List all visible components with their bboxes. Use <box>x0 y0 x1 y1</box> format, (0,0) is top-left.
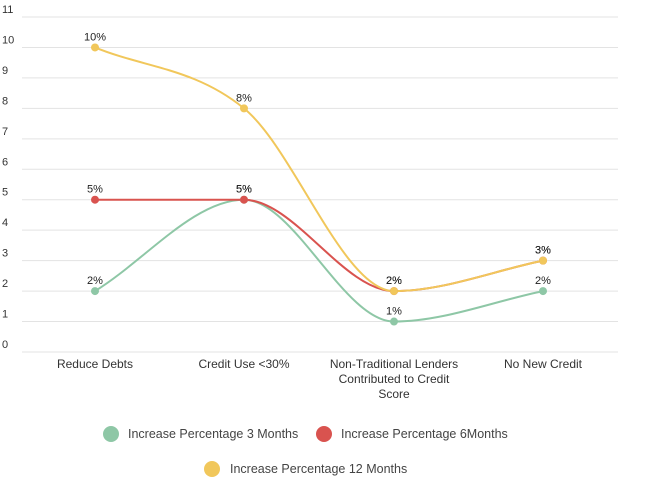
x-tick-line: No New Credit <box>504 357 583 371</box>
data-label: 2% <box>535 275 551 287</box>
data-label: 2% <box>87 275 103 287</box>
x-tick-line: Non-Traditional Lenders <box>330 357 458 371</box>
legend: Increase Percentage 3 Months Increase Per… <box>103 426 508 477</box>
x-tick-line: Contributed to Credit <box>339 372 450 386</box>
data-point <box>91 43 99 52</box>
series-lines <box>94 46 544 323</box>
data-point <box>390 287 398 296</box>
legend-label: Increase Percentage 12 Months <box>230 462 407 476</box>
data-point <box>390 317 398 326</box>
series-line-0 <box>94 198 544 323</box>
legend-marker <box>204 461 220 477</box>
y-tick-label: 1 <box>2 309 8 321</box>
x-axis-ticks: Reduce Debts Credit Use <30% Non-Tradition… <box>57 357 583 401</box>
x-tick-label: Non-Traditional Lenders Contributed to Cr… <box>330 357 458 401</box>
x-tick-line: Credit Use <30% <box>198 357 289 371</box>
y-tick-label: 10 <box>2 34 14 46</box>
y-axis-ticks: 0 1 2 3 4 5 6 7 8 9 10 11 <box>2 4 14 351</box>
legend-label: Increase Percentage 3 Months <box>128 427 298 441</box>
x-tick-label: No New Credit <box>504 357 583 371</box>
x-tick-line: Score <box>378 387 410 401</box>
data-label: 8% <box>236 92 252 104</box>
data-point <box>240 195 248 204</box>
y-tick-label: 4 <box>2 217 8 229</box>
data-point <box>240 104 248 113</box>
data-label: 2% <box>386 275 402 287</box>
legend-label: Increase Percentage 6Months <box>341 427 508 441</box>
data-label: 2% <box>386 275 402 287</box>
y-tick-label: 9 <box>2 65 8 77</box>
y-tick-label: 11 <box>2 4 13 16</box>
legend-marker <box>103 426 119 442</box>
gridlines <box>22 16 618 353</box>
data-label: 1% <box>386 306 402 318</box>
y-tick-label: 0 <box>2 339 8 351</box>
x-tick-label: Credit Use <30% <box>198 357 289 371</box>
data-label: 5% <box>236 184 252 196</box>
y-tick-label: 2 <box>2 278 8 290</box>
y-tick-label: 3 <box>2 248 8 260</box>
data-point <box>91 195 99 204</box>
data-point <box>539 256 547 265</box>
data-point <box>539 287 547 296</box>
x-tick-label: Reduce Debts <box>57 357 133 371</box>
y-tick-label: 6 <box>2 156 8 168</box>
data-label: 5% <box>236 184 252 196</box>
legend-marker <box>316 426 332 442</box>
data-label: 3% <box>535 245 551 257</box>
y-tick-label: 8 <box>2 95 8 107</box>
data-points <box>91 43 547 326</box>
data-point <box>91 287 99 296</box>
y-tick-label: 5 <box>2 187 8 199</box>
data-label: 5% <box>87 184 103 196</box>
series-line-2 <box>94 46 544 293</box>
data-label: 10% <box>84 31 106 43</box>
y-tick-label: 7 <box>2 126 8 138</box>
data-labels: 2%5%1%2%5% 5%2%3%10%8%2%3% <box>84 31 551 317</box>
x-tick-line: Reduce Debts <box>57 357 133 371</box>
data-label: 3% <box>535 245 551 257</box>
